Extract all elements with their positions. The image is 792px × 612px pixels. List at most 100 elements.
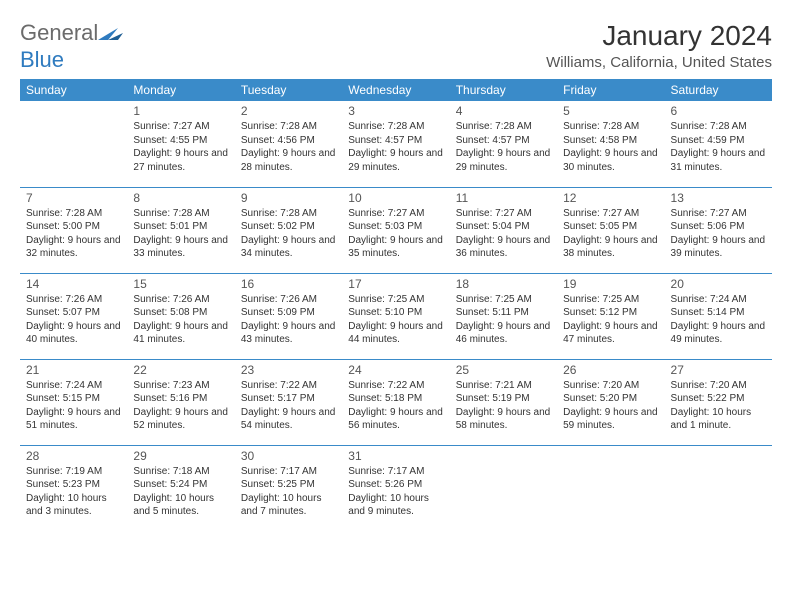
calendar-cell [557, 445, 664, 531]
day-details: Sunrise: 7:24 AMSunset: 5:15 PMDaylight:… [26, 379, 121, 433]
daylight-line: Daylight: 9 hours and 56 minutes. [348, 406, 443, 433]
sunset-line: Sunset: 5:15 PM [26, 392, 121, 406]
calendar-cell: 7Sunrise: 7:28 AMSunset: 5:00 PMDaylight… [20, 187, 127, 273]
calendar-week-row: 14Sunrise: 7:26 AMSunset: 5:07 PMDayligh… [20, 273, 772, 359]
day-number: 4 [456, 103, 551, 119]
calendar-cell [450, 445, 557, 531]
sunrise-line: Sunrise: 7:24 AM [26, 379, 121, 393]
day-details: Sunrise: 7:25 AMSunset: 5:12 PMDaylight:… [563, 293, 658, 347]
sunrise-line: Sunrise: 7:26 AM [26, 293, 121, 307]
sunrise-line: Sunrise: 7:28 AM [348, 120, 443, 134]
sunset-line: Sunset: 5:16 PM [133, 392, 228, 406]
sunset-line: Sunset: 5:12 PM [563, 306, 658, 320]
month-title: January 2024 [546, 20, 772, 52]
sunrise-line: Sunrise: 7:27 AM [348, 207, 443, 221]
day-number: 20 [671, 276, 766, 292]
sunset-line: Sunset: 5:06 PM [671, 220, 766, 234]
sunrise-line: Sunrise: 7:17 AM [348, 465, 443, 479]
calendar-cell: 11Sunrise: 7:27 AMSunset: 5:04 PMDayligh… [450, 187, 557, 273]
day-number: 6 [671, 103, 766, 119]
sunrise-line: Sunrise: 7:22 AM [241, 379, 336, 393]
sunset-line: Sunset: 5:02 PM [241, 220, 336, 234]
calendar-cell: 21Sunrise: 7:24 AMSunset: 5:15 PMDayligh… [20, 359, 127, 445]
calendar-cell: 17Sunrise: 7:25 AMSunset: 5:10 PMDayligh… [342, 273, 449, 359]
location-subtitle: Williams, California, United States [546, 54, 772, 71]
day-details: Sunrise: 7:18 AMSunset: 5:24 PMDaylight:… [133, 465, 228, 519]
day-number: 12 [563, 190, 658, 206]
calendar-week-row: 1Sunrise: 7:27 AMSunset: 4:55 PMDaylight… [20, 101, 772, 187]
weekday-header: Wednesday [342, 79, 449, 101]
calendar-cell: 12Sunrise: 7:27 AMSunset: 5:05 PMDayligh… [557, 187, 664, 273]
calendar-week-row: 21Sunrise: 7:24 AMSunset: 5:15 PMDayligh… [20, 359, 772, 445]
day-number: 17 [348, 276, 443, 292]
sunrise-line: Sunrise: 7:21 AM [456, 379, 551, 393]
weekday-header: Tuesday [235, 79, 342, 101]
day-details: Sunrise: 7:23 AMSunset: 5:16 PMDaylight:… [133, 379, 228, 433]
day-number: 10 [348, 190, 443, 206]
sunrise-line: Sunrise: 7:23 AM [133, 379, 228, 393]
day-number: 31 [348, 448, 443, 464]
sunset-line: Sunset: 5:09 PM [241, 306, 336, 320]
sunrise-line: Sunrise: 7:25 AM [456, 293, 551, 307]
day-details: Sunrise: 7:21 AMSunset: 5:19 PMDaylight:… [456, 379, 551, 433]
day-details: Sunrise: 7:17 AMSunset: 5:26 PMDaylight:… [348, 465, 443, 519]
sunset-line: Sunset: 5:00 PM [26, 220, 121, 234]
sunrise-line: Sunrise: 7:28 AM [563, 120, 658, 134]
sunrise-line: Sunrise: 7:22 AM [348, 379, 443, 393]
sunrise-line: Sunrise: 7:26 AM [133, 293, 228, 307]
daylight-line: Daylight: 9 hours and 52 minutes. [133, 406, 228, 433]
daylight-line: Daylight: 9 hours and 46 minutes. [456, 320, 551, 347]
daylight-line: Daylight: 9 hours and 29 minutes. [456, 147, 551, 174]
sunset-line: Sunset: 5:23 PM [26, 478, 121, 492]
sunset-line: Sunset: 4:57 PM [348, 134, 443, 148]
day-number: 21 [26, 362, 121, 378]
sunset-line: Sunset: 5:19 PM [456, 392, 551, 406]
daylight-line: Daylight: 9 hours and 49 minutes. [671, 320, 766, 347]
calendar-cell: 31Sunrise: 7:17 AMSunset: 5:26 PMDayligh… [342, 445, 449, 531]
day-details: Sunrise: 7:25 AMSunset: 5:10 PMDaylight:… [348, 293, 443, 347]
sunset-line: Sunset: 5:14 PM [671, 306, 766, 320]
daylight-line: Daylight: 9 hours and 27 minutes. [133, 147, 228, 174]
daylight-line: Daylight: 9 hours and 59 minutes. [563, 406, 658, 433]
calendar-cell [20, 101, 127, 187]
day-number: 24 [348, 362, 443, 378]
day-number: 22 [133, 362, 228, 378]
sunrise-line: Sunrise: 7:24 AM [671, 293, 766, 307]
calendar-cell: 20Sunrise: 7:24 AMSunset: 5:14 PMDayligh… [665, 273, 772, 359]
day-number: 9 [241, 190, 336, 206]
title-block: January 2024 Williams, California, Unite… [546, 20, 772, 71]
sunrise-line: Sunrise: 7:28 AM [133, 207, 228, 221]
daylight-line: Daylight: 9 hours and 41 minutes. [133, 320, 228, 347]
day-details: Sunrise: 7:27 AMSunset: 5:06 PMDaylight:… [671, 207, 766, 261]
day-number: 8 [133, 190, 228, 206]
daylight-line: Daylight: 9 hours and 44 minutes. [348, 320, 443, 347]
sunrise-line: Sunrise: 7:27 AM [563, 207, 658, 221]
day-details: Sunrise: 7:28 AMSunset: 5:01 PMDaylight:… [133, 207, 228, 261]
day-details: Sunrise: 7:26 AMSunset: 5:09 PMDaylight:… [241, 293, 336, 347]
calendar-cell: 29Sunrise: 7:18 AMSunset: 5:24 PMDayligh… [127, 445, 234, 531]
calendar-body: 1Sunrise: 7:27 AMSunset: 4:55 PMDaylight… [20, 101, 772, 531]
calendar-cell: 27Sunrise: 7:20 AMSunset: 5:22 PMDayligh… [665, 359, 772, 445]
sunset-line: Sunset: 5:22 PM [671, 392, 766, 406]
calendar-cell: 4Sunrise: 7:28 AMSunset: 4:57 PMDaylight… [450, 101, 557, 187]
day-details: Sunrise: 7:19 AMSunset: 5:23 PMDaylight:… [26, 465, 121, 519]
sunset-line: Sunset: 5:18 PM [348, 392, 443, 406]
sunset-line: Sunset: 4:55 PM [133, 134, 228, 148]
day-number: 16 [241, 276, 336, 292]
day-number: 1 [133, 103, 228, 119]
day-details: Sunrise: 7:22 AMSunset: 5:18 PMDaylight:… [348, 379, 443, 433]
day-details: Sunrise: 7:26 AMSunset: 5:07 PMDaylight:… [26, 293, 121, 347]
calendar-cell: 10Sunrise: 7:27 AMSunset: 5:03 PMDayligh… [342, 187, 449, 273]
sunset-line: Sunset: 5:11 PM [456, 306, 551, 320]
day-number: 7 [26, 190, 121, 206]
day-details: Sunrise: 7:17 AMSunset: 5:25 PMDaylight:… [241, 465, 336, 519]
daylight-line: Daylight: 9 hours and 51 minutes. [26, 406, 121, 433]
day-details: Sunrise: 7:28 AMSunset: 5:02 PMDaylight:… [241, 207, 336, 261]
sunset-line: Sunset: 4:58 PM [563, 134, 658, 148]
brand-word-1: General [20, 20, 98, 45]
calendar-cell: 22Sunrise: 7:23 AMSunset: 5:16 PMDayligh… [127, 359, 234, 445]
day-number: 28 [26, 448, 121, 464]
day-details: Sunrise: 7:28 AMSunset: 4:58 PMDaylight:… [563, 120, 658, 174]
sunrise-line: Sunrise: 7:18 AM [133, 465, 228, 479]
day-details: Sunrise: 7:28 AMSunset: 4:57 PMDaylight:… [456, 120, 551, 174]
